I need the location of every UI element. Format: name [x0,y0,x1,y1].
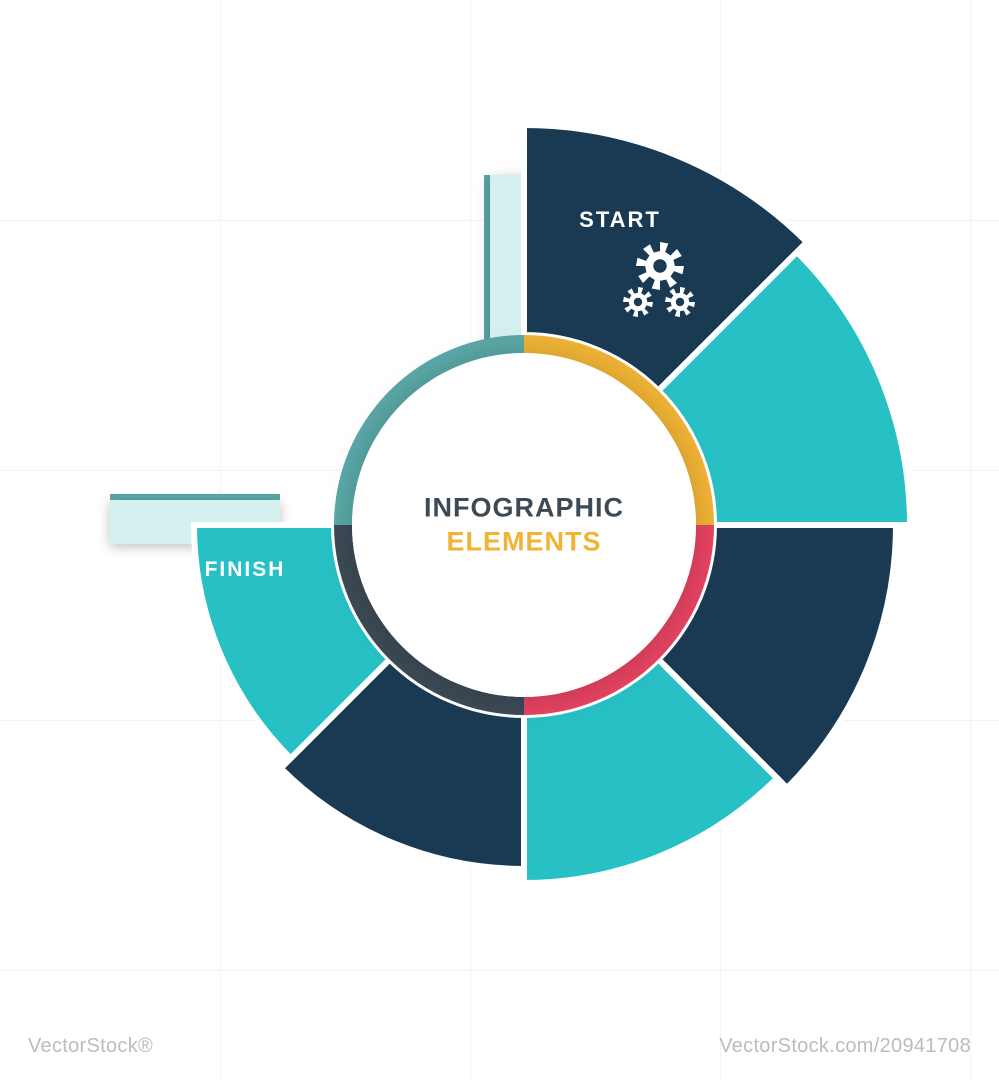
watermark-left: VectorStock® [28,1035,153,1058]
title-line-2: ELEMENTS [424,525,624,559]
center-title: INFOGRAPHIC ELEMENTS [424,491,624,559]
finish-label: FINISH [205,558,286,582]
title-line-1: INFOGRAPHIC [424,491,624,525]
watermark-right: VectorStock.com/20941708 [719,1035,971,1058]
start-label: START [579,207,661,233]
